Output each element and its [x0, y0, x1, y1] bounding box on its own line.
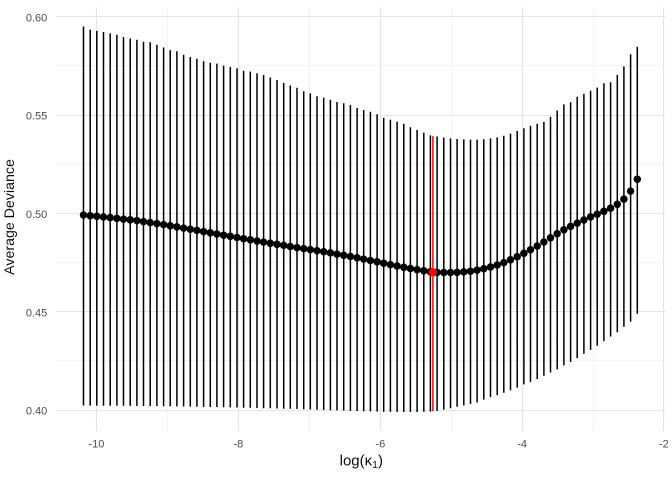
svg-text:Average Deviance: Average Deviance	[2, 159, 18, 275]
svg-text:0.40: 0.40	[26, 406, 47, 418]
svg-text:0.55: 0.55	[26, 111, 47, 123]
svg-text:0.50: 0.50	[26, 209, 47, 221]
svg-text:0.45: 0.45	[26, 307, 47, 319]
svg-text:-10: -10	[88, 439, 104, 451]
svg-text:0.60: 0.60	[26, 12, 47, 24]
svg-text:log(κ1): log(κ1)	[340, 453, 383, 471]
svg-text:-4: -4	[517, 439, 527, 451]
svg-text:-2: -2	[659, 439, 669, 451]
svg-text:-6: -6	[375, 439, 385, 451]
svg-text:-8: -8	[233, 439, 243, 451]
